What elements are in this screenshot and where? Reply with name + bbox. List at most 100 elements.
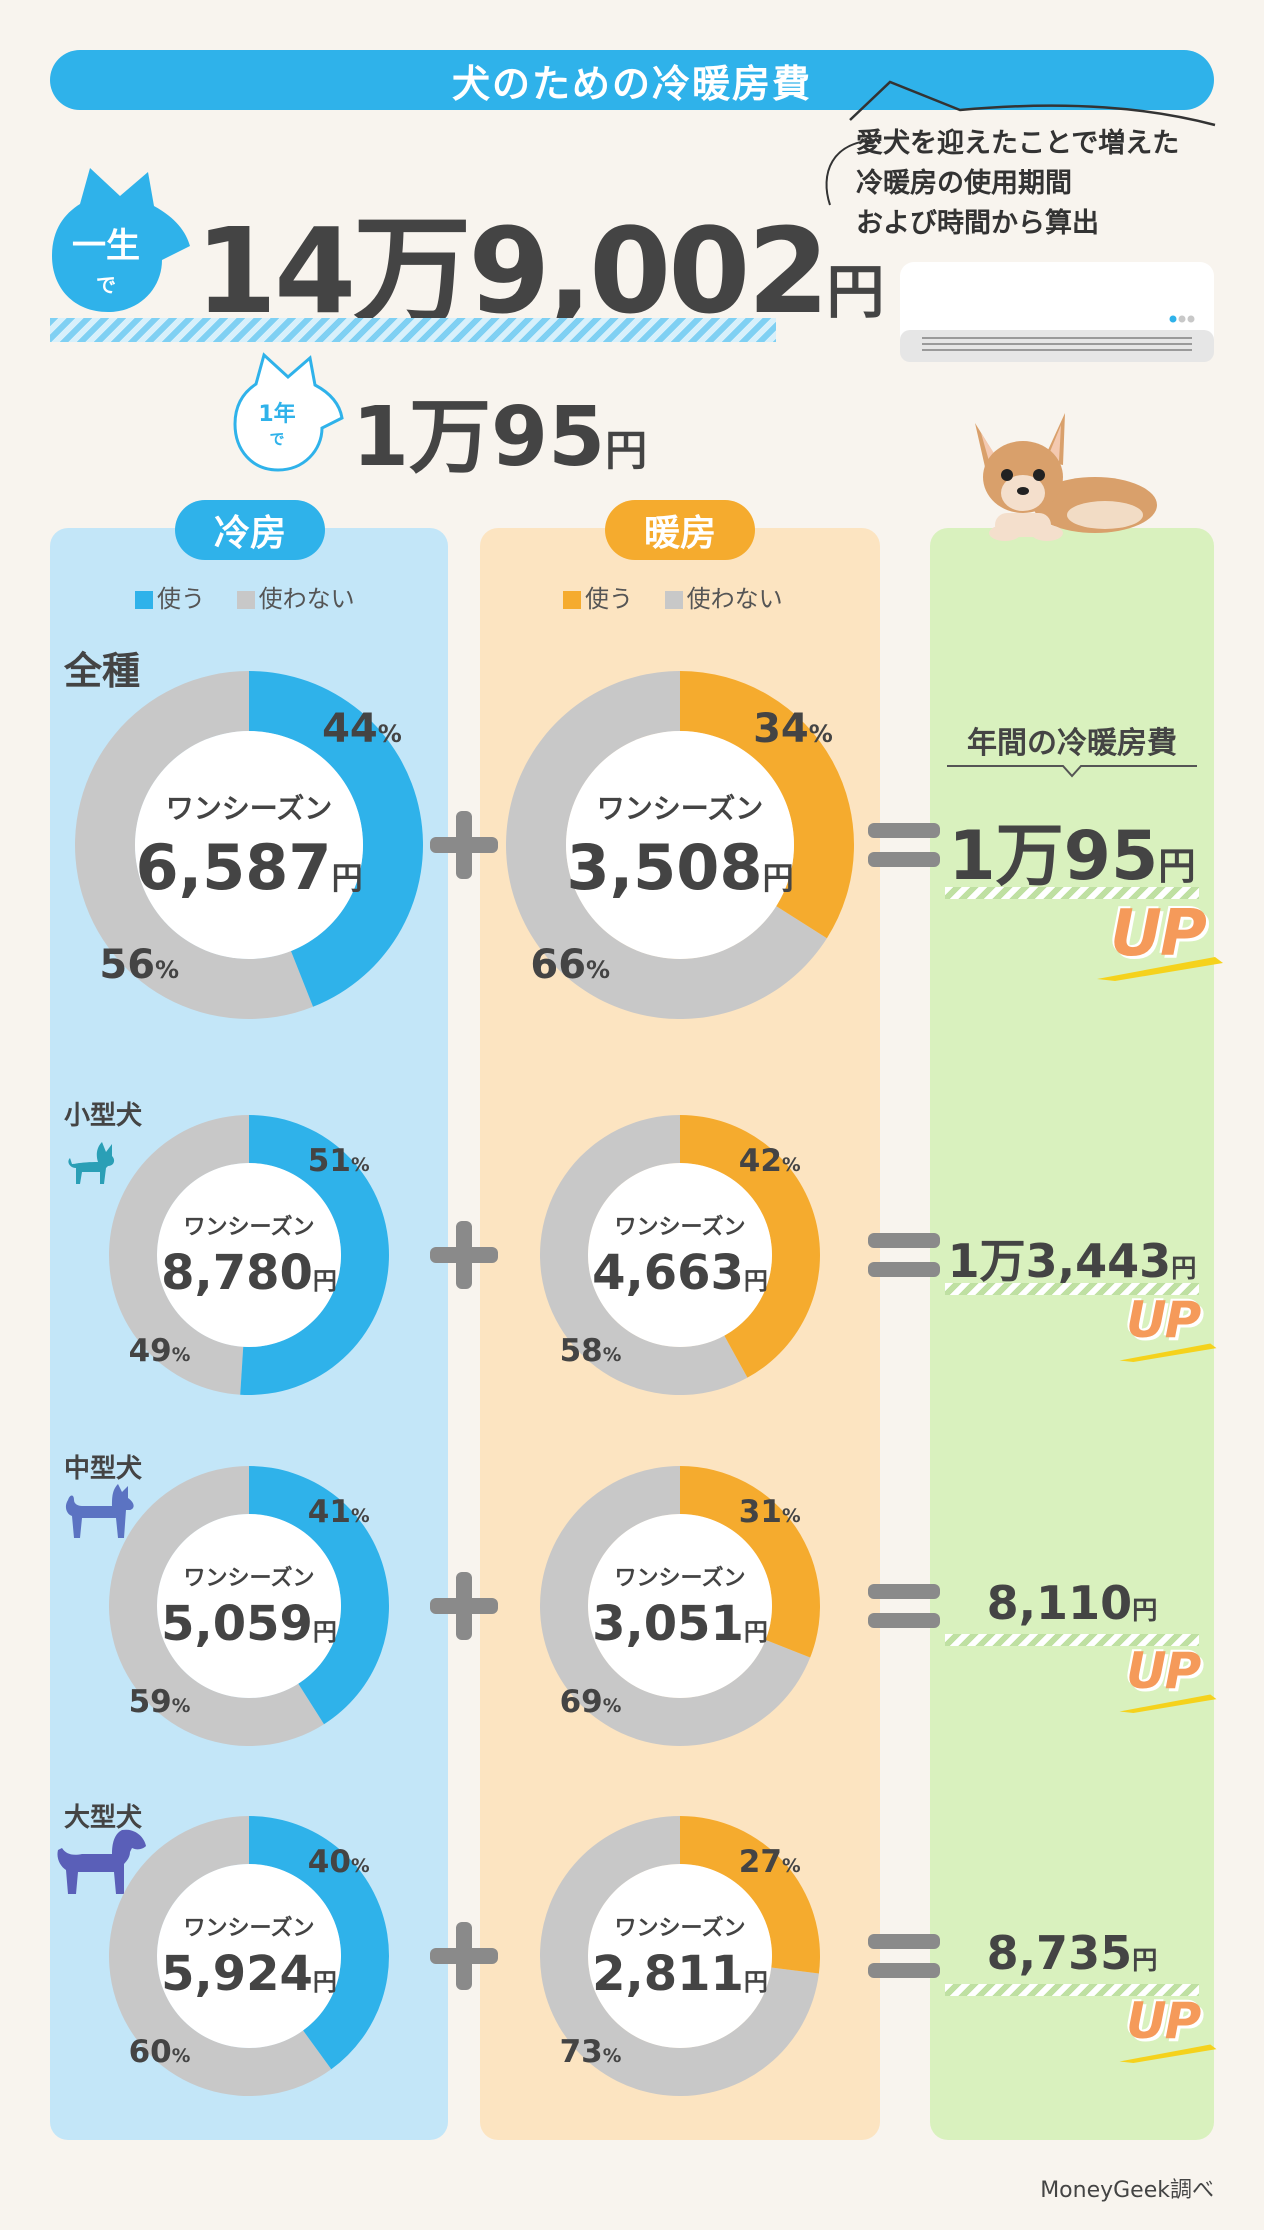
legend-use-label: 使う: [157, 585, 205, 613]
slice-use: [249, 671, 423, 1007]
legend-use-label: 使う: [585, 585, 633, 613]
source-credit: MoneyGeek調べ: [1040, 2178, 1214, 2203]
donut-hole: [157, 1864, 341, 2048]
not-use-percent-value: 60: [128, 2034, 172, 2071]
note-line: および時間から算出: [856, 208, 1099, 239]
use-percent-label: 41%: [308, 1494, 370, 1530]
annual-cost: 1万95円: [352, 370, 647, 489]
not-use-percent-value: 56: [99, 942, 156, 989]
donut-center-value: ワンシーズン 5,059円: [157, 1514, 341, 1698]
large-dog-icon: [57, 1829, 147, 1894]
not-use-percent-value: 73: [559, 2034, 603, 2071]
donut-cooling-1: [109, 1115, 389, 1395]
season-label: ワンシーズン: [596, 791, 764, 825]
donut-center-value: ワンシーズン 5,924円: [157, 1864, 341, 2048]
annual-total-unit: 円: [1132, 1946, 1158, 1975]
not-use-percent-label: 69%: [560, 1684, 622, 1720]
use-percent-label: 51%: [308, 1143, 370, 1179]
annual-cost-value: 1万95: [352, 390, 606, 485]
plus-sign: [426, 1568, 502, 1648]
season-cost: 3,508円: [566, 831, 793, 904]
slice-not-use: [109, 1115, 249, 1395]
season-cost-unit: 円: [331, 860, 363, 897]
annual-total-value: 1万3,443円: [945, 1225, 1199, 1291]
season-cost-unit: 円: [743, 1968, 768, 1996]
annual-total-underline: [945, 887, 1199, 899]
not-use-percent-value: 59: [128, 1684, 172, 1721]
season-label: ワンシーズン: [183, 1215, 315, 1240]
season-cost-value: 2,811: [592, 1946, 744, 2002]
annual-total-value: 8,110円: [945, 1576, 1199, 1630]
donut-center-value: ワンシーズン 4,663円: [588, 1163, 772, 1347]
note-line: 愛犬を迎えたことで増えた: [856, 128, 1180, 159]
donut-hole: [135, 731, 363, 959]
not-use-percent-value: 66: [530, 942, 587, 989]
season-label: ワンシーズン: [614, 1566, 746, 1591]
season-cost: 8,780円: [161, 1245, 337, 1301]
slice-use: [249, 1466, 389, 1725]
note-line: 冷暖房の使用期間: [856, 168, 1072, 199]
percent-sign: %: [586, 956, 611, 985]
air-conditioner-illustration: [900, 262, 1214, 364]
plus-sign: [426, 807, 502, 887]
use-percent-value: 40: [307, 1844, 351, 1880]
season-cost-unit: 円: [743, 1267, 768, 1295]
slice-use: [249, 1816, 389, 2070]
percent-sign: %: [350, 1856, 370, 1877]
season-cost: 5,059円: [161, 1596, 337, 1652]
slice-not-use: [109, 1816, 332, 2096]
up-badge: UP: [1126, 1291, 1201, 1349]
season-cost-unit: 円: [312, 1968, 337, 1996]
not-use-percent-label: 66%: [530, 942, 610, 988]
calculation-note: 愛犬を迎えたことで増えた 冷暖房の使用期間 および時間から算出: [856, 124, 1236, 244]
season-cost: 2,811円: [592, 1946, 768, 2002]
small-dog-icon: [68, 1142, 115, 1184]
equals-sign: [866, 1930, 942, 1986]
not-use-percent-value: 49: [128, 1333, 172, 1370]
use-percent-value: 42: [738, 1143, 782, 1179]
season-cost: 3,051円: [592, 1596, 768, 1652]
slice-use: [240, 1115, 389, 1395]
season-cost-value: 5,059: [161, 1596, 313, 1652]
donut-heating-1: [540, 1115, 820, 1395]
donut-center-value: ワンシーズン 6,587円: [135, 731, 363, 959]
donut-center-value: ワンシーズン 2,811円: [588, 1864, 772, 2048]
slice-not-use: [109, 1466, 325, 1746]
season-cost-value: 3,051: [592, 1596, 744, 1652]
season-cost: 4,663円: [592, 1245, 768, 1301]
annual-cost-unit: 円: [605, 426, 648, 475]
percent-sign: %: [350, 1155, 370, 1176]
donut-center-value: ワンシーズン 3,051円: [588, 1514, 772, 1698]
dog-head-outline-icon: [233, 352, 344, 472]
use-percent-value: 44: [322, 705, 378, 752]
annual-total-number: 8,110: [986, 1576, 1133, 1630]
slice-use: [680, 671, 854, 939]
season-label: ワンシーズン: [183, 1566, 315, 1591]
up-highlight-swoosh: [1118, 1688, 1218, 1722]
page-title-banner: 犬のための冷暖房費: [50, 50, 1214, 110]
donut-hole: [588, 1514, 772, 1698]
percent-sign: %: [781, 1856, 801, 1877]
legend-swatch-not-use: [664, 591, 683, 609]
season-cost-unit: 円: [312, 1267, 337, 1295]
up-highlight-swoosh: [1095, 953, 1225, 987]
donut-heating-3: [540, 1816, 820, 2096]
equals-sign: [866, 1580, 942, 1636]
equals-sign: [866, 1229, 942, 1285]
season-cost-value: 5,924: [161, 1946, 313, 2002]
season-label: ワンシーズン: [614, 1215, 746, 1240]
slice-use: [680, 1466, 820, 1658]
slice-not-use: [540, 1115, 748, 1395]
use-percent-label: 31%: [739, 1494, 801, 1530]
annual-total-underline: [945, 1634, 1199, 1646]
category-label-all: 全種: [64, 649, 141, 693]
up-badge: UP: [1110, 897, 1207, 971]
donut-heating-2: [540, 1466, 820, 1746]
annual-total-underline: [945, 1984, 1199, 1996]
use-percent-value: 31: [738, 1494, 782, 1530]
up-highlight-swoosh: [1118, 2038, 1218, 2072]
annual-label-de: で: [269, 430, 285, 448]
annual-total-number: 1万95: [948, 817, 1159, 896]
percent-sign: %: [602, 1345, 622, 1367]
not-use-percent-value: 69: [559, 1684, 603, 1721]
